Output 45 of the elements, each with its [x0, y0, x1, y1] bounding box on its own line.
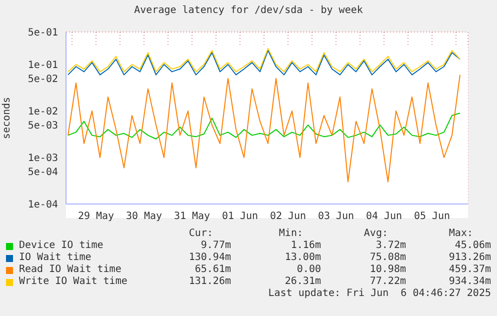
text: 3.72m — [374, 240, 406, 252]
text: Avg: — [362, 228, 389, 240]
x-tick-label: 01 Jun — [222, 211, 258, 222]
text: Max: — [448, 228, 474, 240]
line-series — [68, 112, 460, 140]
line-series — [68, 74, 460, 182]
legend-label: Read IO Wait time — [19, 264, 122, 276]
text: 9.77m — [200, 240, 231, 252]
text: Last update: Fri Jun 6 04:46:27 2025 — [267, 288, 491, 300]
text: 0.00 — [296, 264, 321, 276]
chart-title: Average latency for /dev/sda - by week — [133, 5, 364, 16]
y-axis-title: seconds — [2, 96, 13, 140]
y-tick-label: 5e-04 — [28, 167, 58, 178]
text: 913.26m — [448, 252, 491, 264]
y-tick-label: 5e-01 — [28, 28, 58, 39]
text: Min: — [278, 228, 304, 240]
text: 934.34m — [448, 276, 491, 288]
x-tick-label: 03 Jun — [318, 211, 354, 222]
y-tick-label: 1e-03 — [28, 153, 58, 164]
y-tick-label: 1e-04 — [28, 200, 58, 211]
y-tick-label: 5e-02 — [28, 74, 58, 86]
y-tick-label: 1e-02 — [28, 106, 58, 118]
text: 459.37m — [448, 264, 491, 276]
x-tick-label: 05 Jun — [414, 211, 450, 222]
text: 10.98m — [368, 264, 406, 276]
y-tick-label: 1e-01 — [28, 60, 58, 72]
text: Cur: — [188, 228, 214, 240]
x-tick-label: 04 Jun — [366, 211, 402, 222]
text: 13.00m — [284, 252, 321, 264]
x-tick-label: 31 May — [174, 211, 210, 222]
text: 65.61m — [194, 264, 231, 276]
text: 26.31m — [284, 276, 321, 288]
text: 45.06m — [454, 240, 491, 252]
text: 1.16m — [290, 240, 321, 252]
x-tick-label: 29 May — [78, 211, 114, 222]
text: 77.22m — [368, 276, 406, 288]
x-tick-label: 02 Jun — [270, 211, 306, 222]
text: 130.94m — [188, 252, 231, 264]
text: 75.08m — [368, 252, 406, 264]
legend-label: Device IO time — [19, 240, 104, 252]
legend-label: Write IO Wait time — [19, 276, 128, 288]
text: 131.26m — [188, 276, 231, 288]
legend-label: IO Wait time — [19, 252, 92, 264]
y-tick-label: 5e-03 — [28, 120, 58, 132]
x-tick-label: 30 May — [126, 211, 162, 222]
